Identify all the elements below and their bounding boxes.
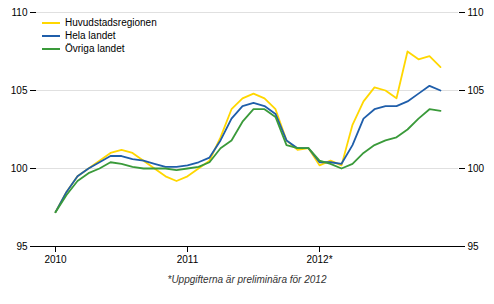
html-text:Övriga landet: Övriga landet — [65, 43, 125, 54]
svg-text:105: 105 — [468, 85, 485, 96]
html-text:*Uppgifterna är preliminära fö: *Uppgifterna är preliminära för 2012 — [167, 274, 327, 285]
svg-text:2012*: 2012* — [306, 254, 332, 265]
svg-text:100: 100 — [468, 163, 485, 174]
svg-text:95: 95 — [16, 241, 28, 252]
html-text:Hela landet: Hela landet — [65, 30, 116, 41]
svg-text:95: 95 — [468, 241, 480, 252]
svg-text:100: 100 — [11, 163, 28, 174]
svg-text:110: 110 — [12, 7, 28, 18]
svg-text:105: 105 — [11, 85, 28, 96]
svg-text:2010: 2010 — [44, 254, 67, 265]
svg-text:110: 110 — [468, 7, 484, 18]
svg-text:2011: 2011 — [177, 254, 199, 265]
html-text:Huvudstadsregionen: Huvudstadsregionen — [65, 17, 157, 28]
